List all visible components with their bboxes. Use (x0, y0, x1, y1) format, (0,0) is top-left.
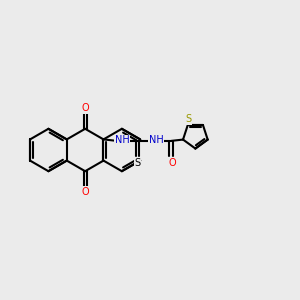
Text: NH: NH (115, 135, 130, 145)
Text: O: O (168, 158, 176, 168)
Text: S: S (134, 158, 140, 168)
Text: O: O (81, 187, 89, 196)
Text: S: S (185, 115, 191, 124)
Text: NH: NH (149, 135, 164, 145)
Text: O: O (81, 103, 89, 113)
